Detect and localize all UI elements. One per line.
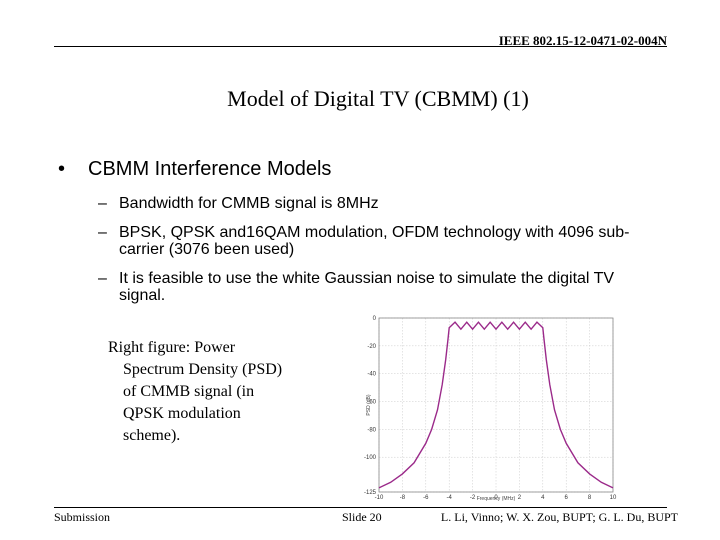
x-tick-label: 2 bbox=[518, 495, 522, 501]
subbullet-1: – Bandwidth for CMMB signal is 8MHz bbox=[98, 195, 659, 212]
x-tick-label: -2 bbox=[470, 495, 476, 501]
y-tick-label: -100 bbox=[364, 455, 377, 461]
bullet-main: • CBMM Interference Models bbox=[58, 158, 331, 181]
chart-background bbox=[356, 312, 618, 504]
y-tick-label: -80 bbox=[367, 427, 376, 433]
footer-submission: Submission bbox=[54, 510, 111, 524]
plot-frame bbox=[378, 317, 614, 493]
x-axis-label: Frequency (MHz) bbox=[477, 496, 516, 502]
subbullet-2: – BPSK, QPSK and16QAM modulation, OFDM t… bbox=[98, 224, 659, 258]
x-tick-label: 4 bbox=[541, 495, 545, 501]
x-tick-label: 10 bbox=[610, 495, 617, 501]
subbullet-text: BPSK, QPSK and16QAM modulation, OFDM tec… bbox=[119, 224, 630, 258]
subbullet-3: – It is feasible to use the white Gaussi… bbox=[98, 270, 659, 304]
y-tick-label: 0 bbox=[373, 316, 377, 322]
dash-icon: – bbox=[98, 224, 107, 241]
dash-icon: – bbox=[98, 270, 107, 287]
caption-line-1: Right figure: Power bbox=[108, 339, 236, 356]
y-tick-label: -40 bbox=[367, 372, 376, 378]
figure-caption: Right figure: Power Spectrum Density (PS… bbox=[108, 337, 308, 447]
header-rule bbox=[54, 46, 667, 47]
subbullet-text: It is feasible to use the white Gaussian… bbox=[119, 270, 615, 304]
y-tick-label: -60 bbox=[367, 400, 376, 406]
psd-chart: -10 -8 -6 -4 -2 0 2 4 6 8 100-20-40-60-80-100-125 … bbox=[356, 312, 618, 504]
footer-slide-number: Slide 20 bbox=[342, 510, 382, 524]
x-tick-label: -4 bbox=[447, 495, 453, 501]
document-id: IEEE 802.15-12-0471-02-004N bbox=[498, 33, 667, 48]
bullet-main-text: CBMM Interference Models bbox=[88, 158, 332, 180]
y-axis-label: PSD (dB) bbox=[366, 394, 372, 415]
dash-icon: – bbox=[98, 195, 107, 212]
footer-authors: L. Li, Vinno; W. X. Zou, BUPT; G. L. Du,… bbox=[440, 510, 678, 524]
slide-title: Model of Digital TV (CBMM) (1) bbox=[227, 86, 529, 111]
x-tick-label: -10 bbox=[375, 495, 384, 501]
x-tick-label: -8 bbox=[400, 495, 406, 501]
caption-rest: Spectrum Density (PSD) of CMMB signal (i… bbox=[123, 361, 283, 444]
x-tick-label: -6 bbox=[423, 495, 429, 501]
y-tick-label: -125 bbox=[364, 490, 377, 496]
x-tick-label: 6 bbox=[565, 495, 569, 501]
footer-rule bbox=[54, 507, 667, 508]
x-tick-label: 0 bbox=[494, 495, 498, 501]
bullet-dot-icon: • bbox=[58, 158, 66, 180]
subbullet-text: Bandwidth for CMMB signal is 8MHz bbox=[119, 195, 379, 212]
y-tick-label: -20 bbox=[367, 344, 376, 350]
x-tick-label: 8 bbox=[588, 495, 592, 501]
psd-series-line bbox=[378, 321, 614, 489]
